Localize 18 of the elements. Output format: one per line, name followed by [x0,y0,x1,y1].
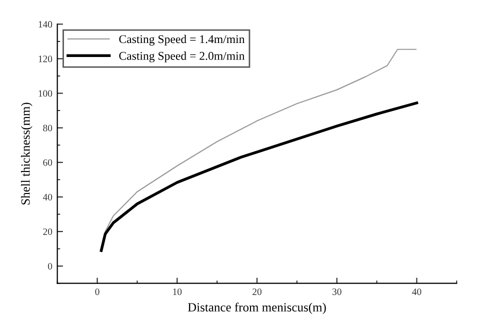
x-tick-label: 10 [173,288,182,296]
x-axis-title: Distance from meniscus(m) [188,302,326,314]
line-series [100,102,418,252]
y-axis-title: Shell thickness(mm) [20,102,32,204]
x-tick-label: 20 [252,288,262,296]
legend-label: Casting Speed = 1.4m/min [119,34,245,46]
x-tick-label: 30 [332,288,342,296]
y-tick-label: 100 [38,90,52,97]
y-tick-label: 20 [43,228,52,235]
y-tick-label: 80 [43,124,52,132]
y-tick-label: 140 [38,21,52,28]
y-tick-label: 60 [43,159,52,166]
x-tick-label: 0 [95,288,100,296]
legend-label: Casting Speed = 2.0m/min [119,52,245,62]
x-tick-label: 40 [412,288,422,296]
y-tick-label: 0 [48,262,52,270]
y-tick-label: 40 [42,194,52,200]
y-tick-label: 120 [38,56,52,62]
